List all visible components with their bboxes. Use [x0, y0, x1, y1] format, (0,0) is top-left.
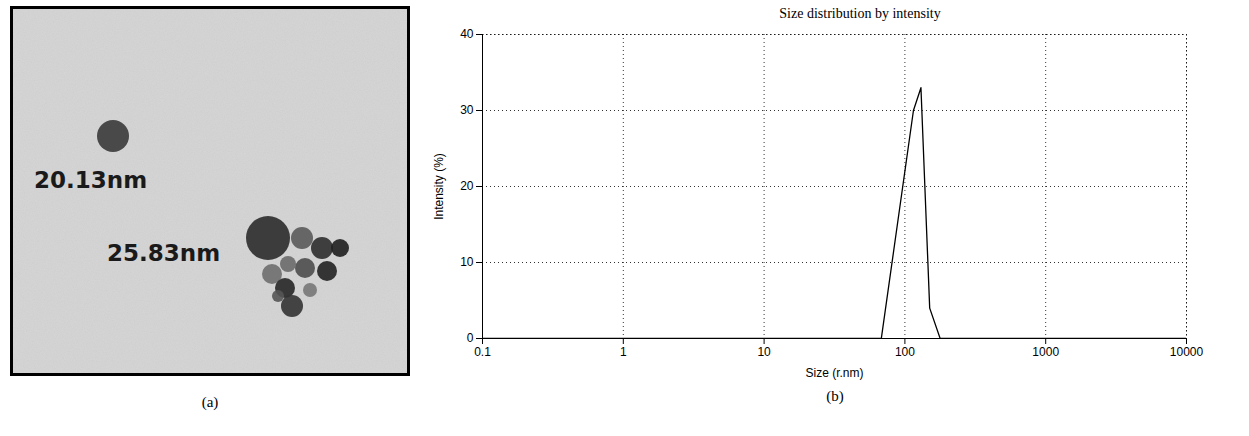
html-text:(a): (a): [201, 394, 219, 410]
svg-text:1000: 1000: [1032, 345, 1059, 359]
svg-text:25.83nm: 25.83nm: [107, 240, 220, 266]
svg-text:20.13nm: 20.13nm: [34, 167, 147, 193]
svg-text:Intensity (%): Intensity (%): [432, 153, 446, 220]
svg-text:Size (r.nm): Size (r.nm): [805, 366, 863, 380]
svg-text:20: 20: [460, 179, 474, 193]
html-text:(b): (b): [826, 388, 844, 404]
svg-text:10: 10: [460, 255, 474, 269]
svg-text:0.1: 0.1: [474, 345, 491, 359]
svg-text:100: 100: [895, 345, 915, 359]
svg-text:1: 1: [620, 345, 627, 359]
svg-text:30: 30: [460, 103, 474, 117]
html-text:Size distribution by intensity: Size distribution by intensity: [779, 6, 941, 21]
svg-text:10: 10: [757, 345, 771, 359]
svg-text:10000: 10000: [1170, 345, 1204, 359]
svg-text:0: 0: [467, 331, 474, 345]
svg-text:40: 40: [460, 27, 474, 41]
